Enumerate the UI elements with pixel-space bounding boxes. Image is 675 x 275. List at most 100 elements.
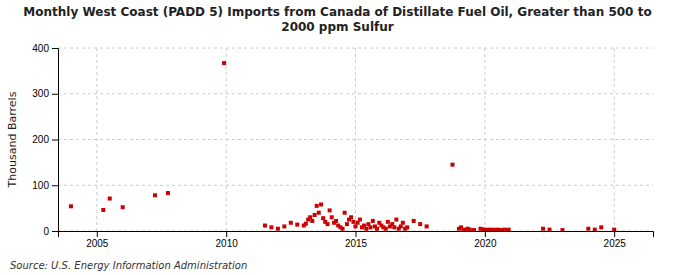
point — [166, 191, 170, 195]
point — [319, 202, 323, 206]
point — [282, 224, 286, 228]
tick-label: 2025 — [604, 238, 627, 249]
tick-label: 300 — [32, 88, 49, 99]
plot: 2005 2010 2015 2020 2025 0 100 200 300 400 — [32, 43, 653, 249]
point — [541, 227, 545, 231]
point — [364, 227, 368, 231]
point — [69, 204, 73, 208]
tick-mark — [614, 231, 615, 237]
tick-label: 400 — [32, 43, 49, 54]
tick-mark — [485, 231, 486, 237]
tick-label: 100 — [32, 180, 49, 191]
tick-mark — [356, 231, 357, 237]
point — [317, 211, 321, 215]
y-axis-label: Thousand Barrels — [6, 91, 19, 188]
tick: 2025 — [604, 231, 627, 249]
point — [326, 222, 330, 226]
point — [386, 220, 390, 224]
axis-line — [52, 49, 59, 232]
tick: 2005 — [86, 231, 109, 249]
tick-mark — [97, 231, 98, 237]
grid-line-y — [58, 185, 653, 186]
grid — [58, 48, 653, 231]
tick-label: 2010 — [216, 238, 239, 249]
tick-mark — [52, 185, 58, 186]
tick-label: 2015 — [345, 238, 368, 249]
tick-mark — [52, 140, 58, 141]
point — [599, 225, 603, 229]
tick: 100 — [32, 180, 58, 191]
point — [593, 228, 597, 231]
tick-mark — [52, 94, 58, 95]
point — [121, 205, 125, 209]
point — [418, 222, 422, 226]
point — [321, 216, 325, 220]
point — [384, 227, 388, 231]
tick: 2010 — [216, 231, 239, 249]
point — [295, 223, 299, 227]
grid-line-x — [484, 48, 485, 231]
point — [612, 228, 616, 231]
point — [392, 225, 396, 229]
point — [507, 228, 511, 231]
point — [548, 228, 552, 231]
point — [269, 225, 273, 229]
point — [328, 208, 332, 212]
point — [358, 218, 362, 222]
point — [343, 211, 347, 215]
point — [341, 227, 345, 231]
point — [472, 228, 476, 231]
point — [399, 224, 403, 228]
point — [369, 225, 373, 229]
grid-line-y — [58, 93, 653, 94]
tick-label: 2005 — [86, 238, 109, 249]
axis-line — [59, 232, 654, 238]
tick-label: 2020 — [474, 238, 497, 249]
tick-mark — [226, 231, 227, 237]
grid-line-x — [226, 48, 227, 231]
point — [468, 228, 472, 231]
point — [560, 228, 564, 231]
point — [276, 227, 280, 231]
title-line: 2000 ppm Sulfur — [281, 20, 394, 34]
tick: 2015 — [345, 231, 368, 249]
tick-mark — [52, 231, 58, 232]
y-axis: 0 100 200 300 400 — [32, 43, 58, 237]
point — [425, 224, 429, 228]
annotation: Source: U.S. Energy Information Administ… — [10, 260, 247, 271]
point — [108, 197, 112, 201]
point — [310, 219, 314, 223]
tick-mark — [52, 48, 58, 49]
x-axis: 2005 2010 2015 2020 2025 — [59, 231, 654, 249]
title-line: Monthly West Coast (PADD 5) Imports from… — [23, 5, 651, 19]
tick: 300 — [32, 88, 58, 99]
point — [401, 221, 405, 225]
point — [289, 221, 293, 225]
point — [308, 215, 312, 219]
point — [263, 224, 267, 228]
point — [222, 61, 226, 65]
point — [349, 215, 353, 219]
tick: 0 — [43, 226, 58, 237]
tick-label: 200 — [32, 134, 49, 145]
point — [101, 208, 105, 212]
grid-line-x — [355, 48, 356, 231]
tick-label: 0 — [43, 226, 49, 237]
point — [586, 227, 590, 231]
grid-line-x — [96, 48, 97, 231]
point — [330, 215, 334, 219]
tick: 200 — [32, 134, 58, 145]
tick: 400 — [32, 43, 58, 54]
point — [304, 222, 308, 226]
point — [313, 213, 317, 217]
point — [351, 220, 355, 224]
point — [345, 222, 349, 226]
point — [375, 227, 379, 231]
tick: 2020 — [474, 231, 497, 249]
point — [315, 204, 319, 208]
point — [405, 225, 409, 229]
point — [451, 163, 455, 167]
point — [412, 219, 416, 223]
point — [354, 224, 358, 228]
grid-line-x — [614, 48, 615, 231]
